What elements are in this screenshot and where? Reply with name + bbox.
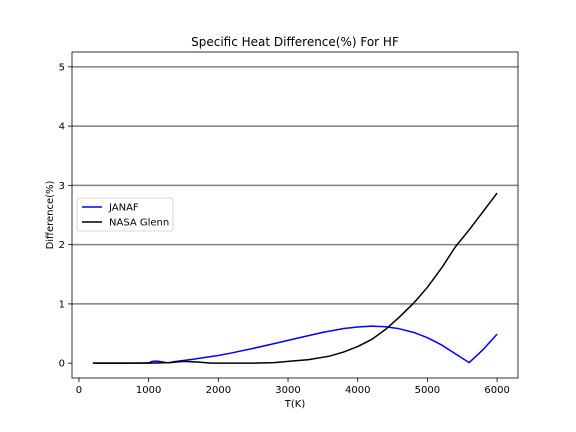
x-tick-label: 6000 [484, 385, 509, 396]
series-layer [92, 192, 498, 364]
x-tick-label: 1000 [136, 385, 161, 396]
y-tick-label: 1 [59, 299, 65, 310]
plot-frame [71, 51, 519, 379]
x-axis-ticks: 0 1000 2000 3000 4000 5000 6000 [76, 378, 510, 396]
x-tick-label: 2000 [206, 385, 231, 396]
legend-label: JANAF [108, 203, 139, 214]
series-line-janaf [92, 325, 498, 364]
legend: JANAF NASA Glenn [76, 197, 174, 232]
y-tick-label: 0 [59, 359, 65, 370]
series-line-nasa-glenn [92, 192, 498, 364]
x-tick-label: 4000 [345, 385, 370, 396]
y-tick-label: 2 [59, 240, 65, 251]
x-tick-label: 5000 [415, 385, 440, 396]
y-tick-label: 4 [59, 122, 65, 133]
y-axis-ticks: 0 1 2 3 4 5 [59, 62, 72, 370]
grid-lines [72, 66, 518, 305]
y-tick-label: 3 [59, 181, 65, 192]
chart-title: Specific Heat Difference(%) For HF [191, 35, 399, 49]
x-tick-label: 0 [76, 385, 82, 396]
y-tick-label: 5 [59, 62, 65, 73]
legend-label: NASA Glenn [109, 218, 169, 229]
x-tick-label: 3000 [275, 385, 300, 396]
y-axis-label: Difference(%) [45, 180, 56, 249]
x-axis-label: T(K) [284, 399, 306, 410]
